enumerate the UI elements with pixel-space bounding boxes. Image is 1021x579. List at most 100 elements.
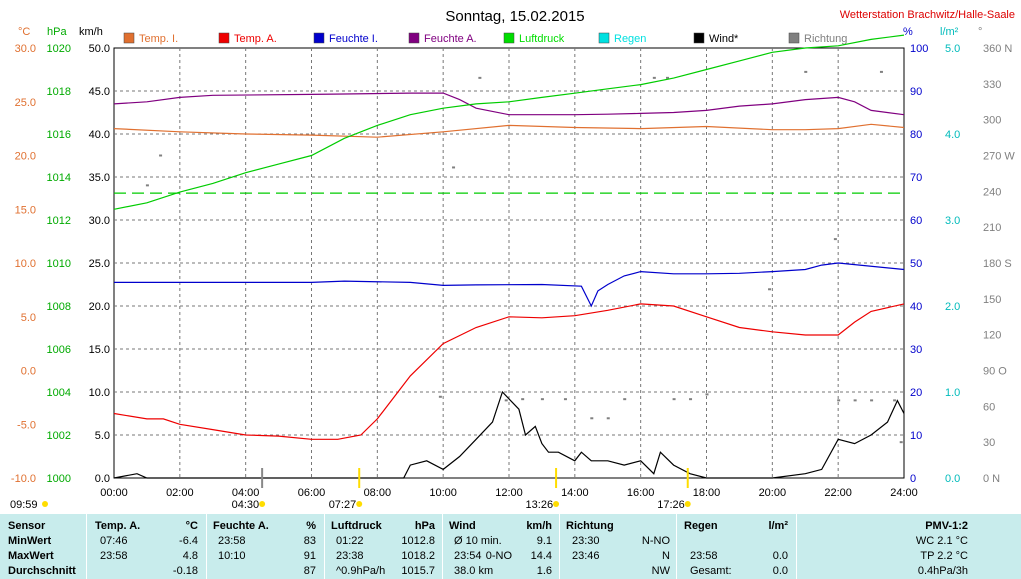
legend-swatch: [788, 32, 800, 44]
x-tick: 16:00: [627, 487, 655, 499]
stats-time: 23:46: [572, 550, 600, 562]
stats-header-luft: Luftdruck: [331, 520, 382, 532]
direction-point: [879, 70, 883, 73]
stats-time: 23:58: [218, 535, 246, 547]
legend-label: Wind*: [709, 33, 739, 45]
pressure-tick: 1018: [47, 86, 71, 98]
temp-tick: 20.0: [15, 151, 36, 163]
stats-divider: [442, 514, 443, 579]
direction-point: [563, 398, 567, 401]
chart-title: Sonntag, 15.02.2015: [445, 8, 584, 25]
direction-point: [590, 417, 594, 420]
stats-value: 1018.2: [401, 550, 435, 562]
temp-tick: -5.0: [17, 419, 36, 431]
x-tick: 24:00: [890, 487, 918, 499]
stats-header-temp: Temp. A.: [95, 520, 141, 532]
temp-tick: 0.0: [21, 366, 36, 378]
stats-value: N-NO: [641, 535, 670, 547]
rain-tick: 4.0: [945, 129, 960, 141]
direction-point: [606, 417, 610, 420]
x-tick: 02:00: [166, 487, 194, 499]
temp-tick: 15.0: [15, 204, 36, 216]
stats-time: 23:54: [454, 550, 482, 562]
direction-point: [870, 399, 874, 402]
direction-point: [768, 288, 772, 291]
stats-divider: [559, 514, 560, 579]
stats-divider: [86, 514, 87, 579]
direction-point: [689, 398, 693, 401]
direction-tick: 30: [983, 437, 995, 449]
pressure-tick: 1016: [47, 129, 71, 141]
x-tick: 04:00: [232, 487, 260, 499]
series-line-feuchte-i: [114, 262, 905, 308]
direction-point: [804, 70, 808, 73]
humidity-tick: 20: [910, 387, 922, 399]
series-line-wind: [113, 390, 905, 479]
stats-header-feuchte: Feuchte A.: [213, 520, 269, 532]
direction-point: [666, 76, 669, 79]
stats-time: 10:10: [218, 550, 246, 562]
direction-unit: °: [978, 26, 982, 38]
stats-value: 0.0: [772, 550, 788, 562]
stats-value: NW: [651, 565, 670, 577]
direction-tick: 120: [983, 330, 1001, 342]
stats-time: ^0.9hPa/h: [336, 565, 386, 577]
humidity-tick: 50: [910, 258, 922, 270]
legend-swatch: [313, 32, 325, 44]
stats-row-label: Durchschnitt: [8, 565, 76, 577]
sun-time-noon: 13:26: [526, 499, 554, 511]
direction-point: [837, 399, 841, 402]
pressure-tick: 1012: [47, 215, 71, 227]
stats-header-richtung: Richtung: [566, 520, 614, 532]
station-name: Wetterstation Brachwitz/Halle-Saale: [840, 9, 1015, 21]
humidity-tick: 30: [910, 344, 922, 356]
stats-value: 14.4: [530, 550, 552, 562]
humidity-tick: 100: [910, 43, 928, 55]
legend-swatch: [408, 32, 420, 44]
direction-point: [521, 398, 525, 401]
stats-header-regen: Regen: [684, 520, 718, 532]
temp-tick: 25.0: [15, 97, 36, 109]
pressure-tick: 1020: [47, 43, 71, 55]
x-tick: 10:00: [429, 487, 457, 499]
direction-point: [159, 154, 163, 157]
stats-value: 83: [303, 535, 316, 547]
rain-tick: 1.0: [945, 387, 960, 399]
stats-divider: [796, 514, 797, 579]
legend-label: Temp. A.: [234, 33, 277, 45]
axes: °C hPa km/h% l/m² ° 30.0 25.0 20.0 15.0 10.0 5.0 0.…: [11, 26, 1015, 499]
stats-header-wind: Wind: [449, 520, 476, 532]
temp-tick: 10.0: [15, 258, 36, 270]
stats-time: 23:38: [336, 550, 364, 562]
pressure-unit: hPa: [47, 26, 67, 38]
series-line-luftdruck: [113, 34, 905, 210]
stats-value: 1012.8: [401, 535, 435, 547]
sun-icon: [684, 501, 691, 507]
pressure-tick: 1008: [47, 301, 71, 313]
wind-unit: km/h: [79, 26, 103, 38]
direction-tick: 90 O: [983, 366, 1007, 378]
sun-time-sunset: 17:26: [657, 499, 685, 511]
direction-tick: 270 W: [983, 151, 1015, 163]
legend-swatch: [123, 32, 135, 44]
legend-label: Temp. I.: [139, 33, 178, 45]
humidity-tick: 60: [910, 215, 922, 227]
stats-time: 23:58: [100, 550, 128, 562]
wind-tick: 0.0: [95, 473, 110, 485]
series-line-temp-a: [113, 303, 905, 440]
stats-divider: [676, 514, 677, 579]
stats-time: Ø 10 min.: [454, 535, 502, 547]
sun-icon: [553, 501, 560, 507]
wind-tick: 25.0: [89, 258, 110, 270]
stats-time: 01:22: [336, 535, 364, 547]
direction-tick: 330: [983, 79, 1001, 91]
sun-icon: [356, 501, 363, 507]
direction-tick: 150: [983, 294, 1001, 306]
direction-tick: 360 N: [983, 43, 1012, 55]
wind-tick: 45.0: [89, 86, 110, 98]
pressure-tick: 1000: [47, 473, 71, 485]
series: [113, 34, 905, 479]
stats-divider: [324, 514, 325, 579]
stats-divider: [206, 514, 207, 579]
